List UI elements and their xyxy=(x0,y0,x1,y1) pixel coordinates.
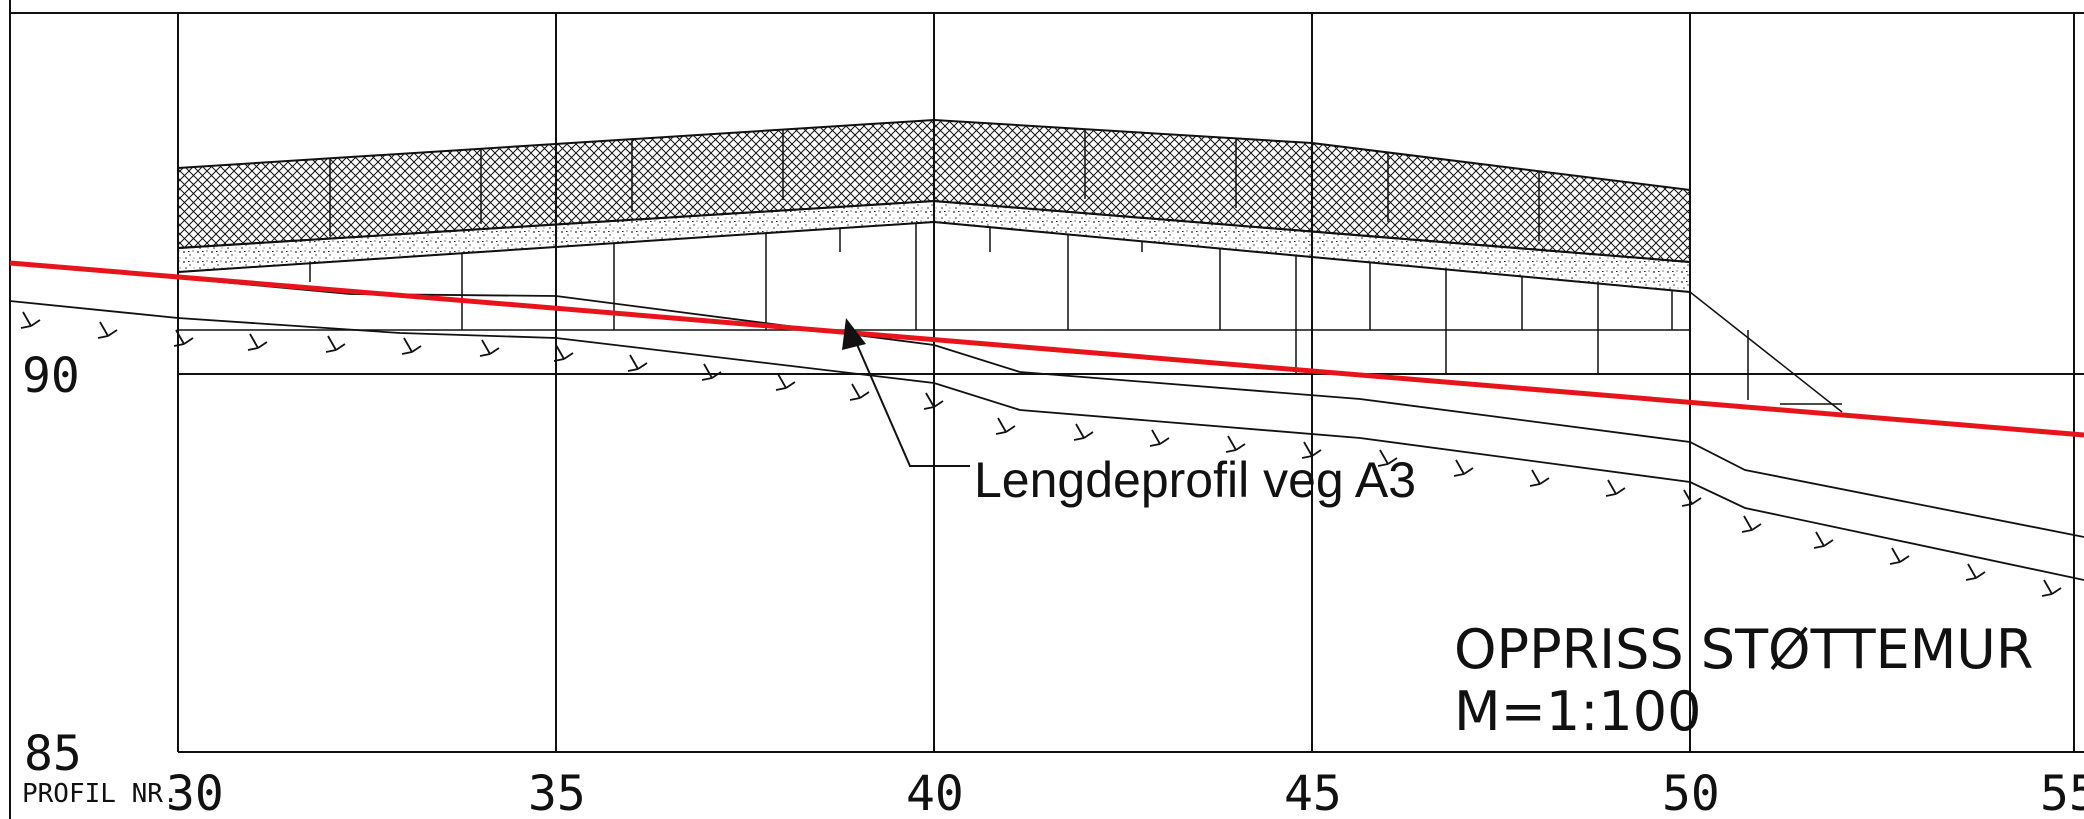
wall-crown-joints xyxy=(329,129,1540,241)
terrain-profile xyxy=(9,262,2084,581)
profile-tick-55: 55 xyxy=(2040,766,2084,819)
drawing-title: OPPRISS STØTTEMUR xyxy=(1454,618,2033,681)
profile-tick-35: 35 xyxy=(528,766,586,819)
profile-tick-45: 45 xyxy=(1284,766,1342,819)
drawing-frame xyxy=(9,0,2084,819)
terrain-ground-symbols xyxy=(20,311,2062,597)
profile-nr-label: PROFIL NR. xyxy=(22,779,179,809)
elevation-label-90: 90 xyxy=(22,348,80,404)
wall-blocks xyxy=(177,221,1843,413)
profile-tick-30: 30 xyxy=(166,766,224,819)
elevation-label-85: 85 xyxy=(24,726,82,782)
drawing-scale: M=1:100 xyxy=(1454,680,1701,743)
callout-arrowhead-icon xyxy=(842,318,866,350)
road-profile-line xyxy=(9,260,2084,438)
callout-label: Lengdeprofil veg A3 xyxy=(974,452,1416,508)
profile-tick-50: 50 xyxy=(1662,766,1720,819)
callout-leader xyxy=(851,332,970,467)
profile-tick-40: 40 xyxy=(906,766,964,819)
